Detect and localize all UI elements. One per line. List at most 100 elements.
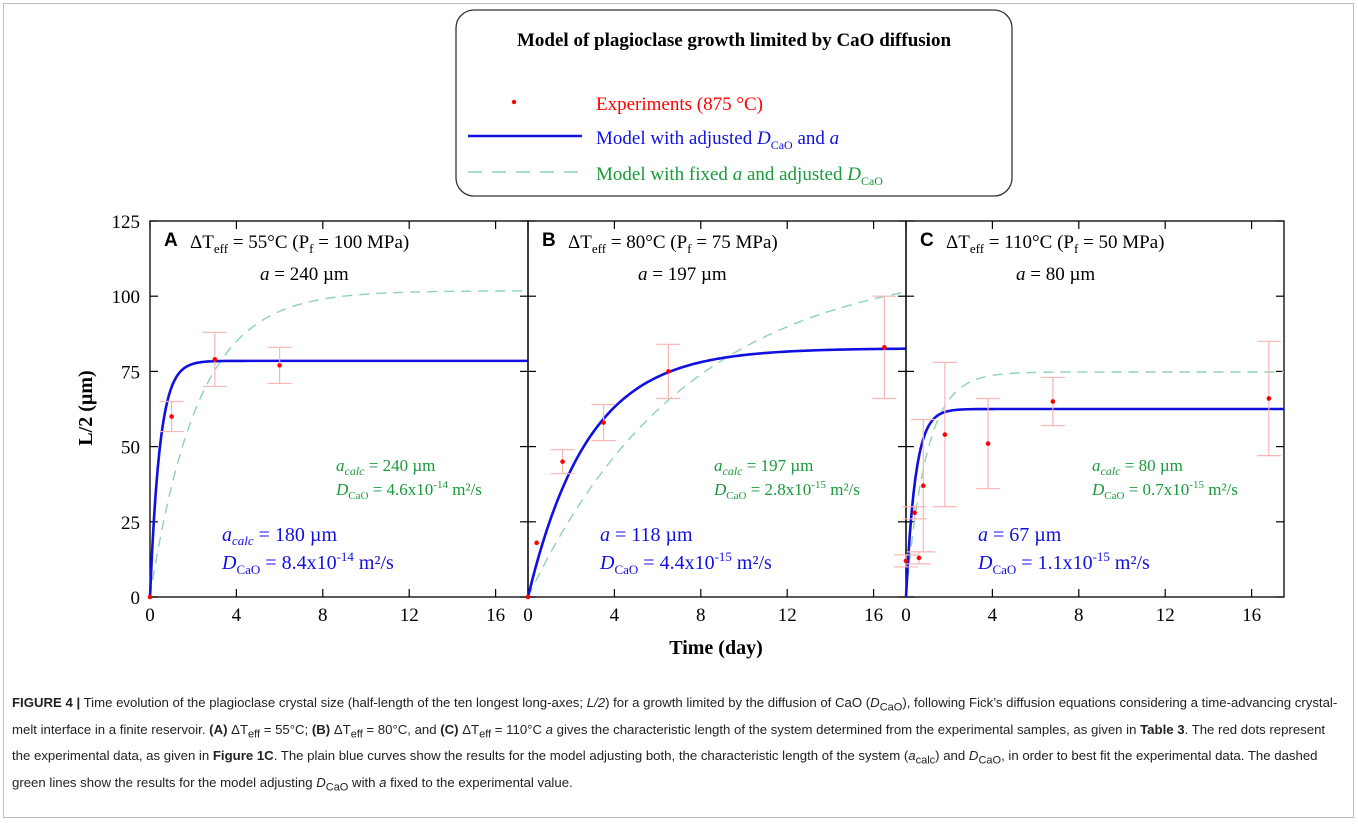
a-symbol: a: [336, 456, 345, 475]
fixed-d-cao: DCaO = 2.8x10-15 m²/s: [713, 479, 860, 502]
d-exp: -15: [1189, 479, 1204, 491]
legend-title: Model of plagioclase growth limited by C…: [517, 30, 951, 51]
caption-acalc: a: [908, 748, 916, 764]
x-tick-label: 4: [610, 605, 620, 626]
legend-fixed-D: D: [846, 164, 861, 185]
legend-adjusted-tail: and: [793, 128, 830, 149]
header-a: a: [638, 264, 648, 285]
caption-text: ) for a growth limited by the diffusion …: [605, 695, 871, 710]
caption-sub: eff: [479, 728, 492, 741]
caption-text: ΔT: [227, 721, 249, 737]
experiment-point: [903, 558, 909, 564]
d-exp: -15: [715, 549, 732, 564]
legend-fixed-a: a: [733, 164, 743, 185]
header-a: a: [1016, 264, 1026, 285]
model-adjusted-line: [904, 407, 1284, 598]
header-rest: = 110°C (P: [984, 232, 1074, 253]
adjusted-a: acalc = 180 µm: [222, 524, 337, 548]
caption-text: . The plain blue curves show the results…: [273, 748, 909, 764]
panel-C: 0 4 8 12 16 C ΔTeff = 110°C (Pf = 50 MPa) a = 8…: [894, 220, 1285, 626]
fixed-d-cao: DCaO = 4.6x10-14 m²/s: [335, 479, 482, 502]
panel-letter: B: [542, 230, 556, 251]
x-tick-label: 4: [988, 605, 998, 626]
a-value: = 197 µm: [743, 456, 814, 475]
caption-text: = 110°C: [491, 721, 546, 737]
x-axis-label: Time (day): [669, 637, 763, 659]
a-sub: calc: [1101, 464, 1122, 478]
x-tick-label: 16: [486, 605, 505, 626]
caption-a-italic: a: [545, 721, 553, 737]
panel-letter: A: [164, 230, 178, 251]
y-tick-label: 100: [112, 287, 141, 308]
y-tick-label: 0: [131, 588, 141, 609]
adjusted-a: a = 67 µm: [978, 524, 1062, 546]
fixed-d-cao: DCaO = 0.7x10-15 m²/s: [1091, 479, 1238, 502]
caption-c-label: (C): [440, 721, 459, 737]
y-axis-label: L/2 (µm): [75, 370, 97, 445]
d-exp: -14: [337, 549, 355, 564]
a-symbol: a: [714, 456, 723, 475]
experiment-point: [1050, 399, 1056, 404]
caption-sub: eff: [350, 728, 363, 741]
experiment-point: [912, 510, 917, 516]
caption-text: = 80°C, and: [362, 721, 441, 737]
model-fixed-line: [527, 291, 907, 598]
header-tail: = 100 MPa): [314, 232, 410, 253]
d-sub: CaO: [726, 490, 746, 502]
caption-d: D: [870, 695, 880, 710]
caption-text: with: [348, 774, 380, 790]
adjusted-d-cao: DCaO = 8.4x10-14 m²/s: [221, 549, 394, 577]
caption-sub: CaO: [879, 701, 903, 714]
d-symbol: D: [713, 480, 727, 499]
caption-a-italic: a: [379, 774, 387, 790]
d-symbol: D: [1091, 480, 1105, 499]
legend-experiments-label: Experiments (875 °C): [596, 94, 763, 115]
x-tick-label: 0: [145, 605, 155, 626]
legend-box: [455, 9, 1013, 197]
a-value: = 180 µm: [254, 524, 338, 546]
caption-sub: CaO: [978, 754, 1002, 767]
legend-adjusted-main: Model with adjusted: [596, 128, 757, 149]
header-sub: f: [309, 241, 314, 256]
caption-sub: calc: [915, 754, 936, 767]
caption-l2: L/2: [586, 695, 606, 710]
panel-a-value: a = 197 µm: [638, 264, 727, 285]
y-tick-label: 75: [121, 362, 140, 383]
d-value: = 2.8x10: [746, 480, 811, 499]
header-a-value: = 240 µm: [270, 264, 349, 285]
caption-sub: CaO: [325, 781, 349, 794]
header-dt: ΔT: [190, 232, 214, 253]
d-unit: m²/s: [826, 480, 860, 499]
header-a: a: [260, 264, 270, 285]
d-symbol: D: [221, 552, 237, 574]
a-symbol: a: [600, 524, 610, 546]
panel-header: ΔTeff = 80°C (Pf = 75 MPa): [568, 232, 778, 256]
d-sub: CaO: [614, 562, 638, 577]
experiment-point: [985, 441, 991, 446]
x-tick-label: 4: [232, 605, 242, 626]
x-tick-label: 8: [318, 605, 328, 626]
adjusted-d-cao: DCaO = 4.4x10-15 m²/s: [599, 549, 772, 577]
d-symbol: D: [977, 552, 993, 574]
experiment-point: [920, 483, 926, 489]
figure-caption: FIGURE 4 | Time evolution of the plagioc…: [12, 692, 1344, 799]
a-value: = 118 µm: [610, 524, 693, 546]
caption-sub: eff: [248, 728, 261, 741]
d-value: = 1.1x10: [1016, 552, 1092, 574]
caption-text: . The red dots represent the experimenta…: [12, 721, 1326, 764]
d-value: = 4.6x10: [368, 480, 433, 499]
fixed-a-calc: acalc = 197 µm: [714, 456, 813, 478]
experiment-point: [147, 594, 153, 600]
d-exp: -15: [811, 479, 826, 491]
a-value: = 67 µm: [988, 524, 1062, 546]
experiment-point: [666, 369, 671, 374]
caption-text: ΔT: [458, 721, 480, 737]
figure-frame: [3, 3, 1354, 818]
d-exp: -15: [1093, 549, 1110, 564]
header-rest: = 55°C (P: [228, 232, 309, 253]
a-symbol: a: [978, 524, 988, 546]
x-tick-label: 8: [696, 605, 706, 626]
header-tail: = 50 MPa): [1078, 232, 1164, 253]
caption-figure-ref: Figure 1C: [212, 748, 274, 764]
